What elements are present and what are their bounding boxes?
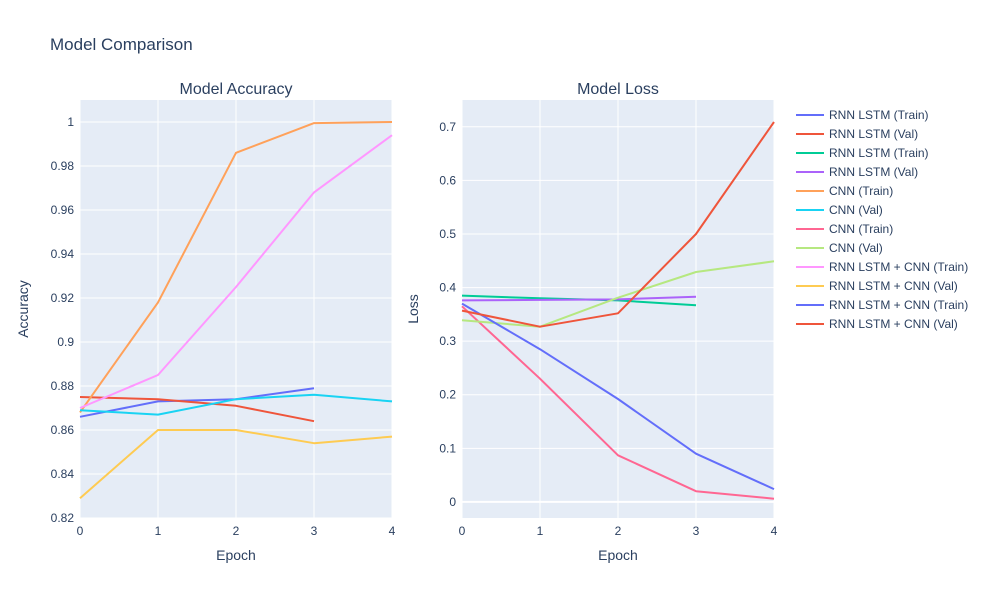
y-tick-label: 0.1	[439, 441, 456, 455]
y-tick-label: 0.4	[439, 281, 456, 295]
series-line-1	[79, 387, 315, 418]
series-line-4	[79, 393, 393, 416]
x-tick-label: 0	[459, 524, 466, 538]
legend-item[interactable]: RNN LSTM + CNN (Train)	[796, 298, 968, 312]
y-tick-label: 0.9	[57, 335, 74, 349]
chart-panel-1: 0 1 2 3 4 0.82 0.84 0.86 0.88 0.9 0.92 0.94 0.96 0.98…	[15, 81, 396, 563]
legend-item[interactable]: RNN LSTM (Train)	[796, 146, 929, 160]
series-line-3	[461, 305, 775, 500]
x-tick-label: 3	[311, 524, 318, 538]
y-tick-label: 0.86	[51, 423, 75, 437]
series-line-4	[461, 260, 775, 328]
legend-item[interactable]: CNN (Val)	[796, 241, 883, 255]
x-axis-title: Epoch	[598, 547, 638, 563]
y-tick-label: 0.7	[439, 120, 456, 134]
y-tick-label: 0.92	[51, 291, 75, 305]
y-tick-label: 0.88	[51, 379, 75, 393]
x-tick-label: 4	[771, 524, 778, 538]
chart-panel-2: 0 1 2 3 4 0 0.1 0.2 0.3 0.4 0.5 0.6 0.7 Model Loss Epo…	[405, 81, 778, 563]
x-tick-label: 1	[155, 524, 162, 538]
y-tick-label: 1	[67, 115, 74, 129]
x-tick-label: 2	[615, 524, 622, 538]
x-tick-label: 0	[77, 524, 84, 538]
legend-label: RNN LSTM (Val)	[829, 165, 918, 179]
y-tick-label: 0.3	[439, 334, 456, 348]
x-tick-label: 1	[537, 524, 544, 538]
series-line-6	[79, 429, 393, 499]
legend-label: CNN (Val)	[829, 241, 883, 255]
legend-label: RNN LSTM + CNN (Val)	[829, 317, 958, 331]
series-line-2	[461, 295, 697, 302]
figure-title: Model Comparison	[50, 35, 193, 54]
legend-label: CNN (Train)	[829, 184, 893, 198]
legend-item[interactable]: CNN (Val)	[796, 203, 883, 217]
x-tick-label: 4	[389, 524, 396, 538]
subplot-title: Model Loss	[577, 81, 659, 98]
y-tick-label: 0.96	[51, 203, 75, 217]
subplot-title: Model Accuracy	[180, 81, 293, 98]
y-tick-label: 0.5	[439, 227, 456, 241]
legend-label: RNN LSTM (Train)	[829, 146, 929, 160]
x-tick-label: 2	[233, 524, 240, 538]
y-tick-label: 0.94	[51, 247, 75, 261]
legend-item[interactable]: CNN (Train)	[796, 222, 893, 236]
series-line-3	[79, 121, 393, 413]
legend-item[interactable]: RNN LSTM + CNN (Train)	[796, 260, 968, 274]
y-tick-label: 0.6	[439, 173, 456, 187]
legend-label: RNN LSTM (Val)	[829, 127, 918, 141]
chart-panels: 0 1 2 3 4 0.82 0.84 0.86 0.88 0.9 0.92 0.94 0.96 0.98…	[15, 81, 778, 563]
legend-label: CNN (Val)	[829, 203, 883, 217]
legend-item[interactable]: RNN LSTM + CNN (Val)	[796, 317, 958, 331]
y-tick-label: 0.84	[51, 467, 75, 481]
legend-label: RNN LSTM (Train)	[829, 108, 929, 122]
legend-item[interactable]: RNN LSTM (Val)	[796, 127, 918, 141]
legend-label: CNN (Train)	[829, 222, 893, 236]
y-tick-label: 0.98	[51, 159, 75, 173]
legend-label: RNN LSTM + CNN (Train)	[829, 260, 968, 274]
legend: RNN LSTM (Train) RNN LSTM (Val) RNN LSTM (…	[796, 108, 968, 331]
legend-item[interactable]: RNN LSTM (Val)	[796, 165, 918, 179]
y-axis-title: Loss	[405, 294, 421, 324]
legend-label: RNN LSTM + CNN (Train)	[829, 298, 968, 312]
y-tick-label: 0.82	[51, 511, 75, 525]
series-line-2	[79, 396, 315, 423]
series-line-6	[461, 121, 775, 328]
y-tick-label: 0.2	[439, 388, 456, 402]
legend-item[interactable]: RNN LSTM + CNN (Val)	[796, 279, 958, 293]
legend-label: RNN LSTM + CNN (Val)	[829, 279, 958, 293]
x-axis-title: Epoch	[216, 547, 256, 563]
series-line-5	[79, 134, 393, 409]
legend-item[interactable]: CNN (Train)	[796, 184, 893, 198]
x-tick-label: 3	[693, 524, 700, 538]
y-axis-title: Accuracy	[15, 280, 31, 338]
y-tick-label: 0	[449, 495, 456, 509]
series-line-5	[461, 302, 775, 491]
legend-item[interactable]: RNN LSTM (Train)	[796, 108, 929, 122]
